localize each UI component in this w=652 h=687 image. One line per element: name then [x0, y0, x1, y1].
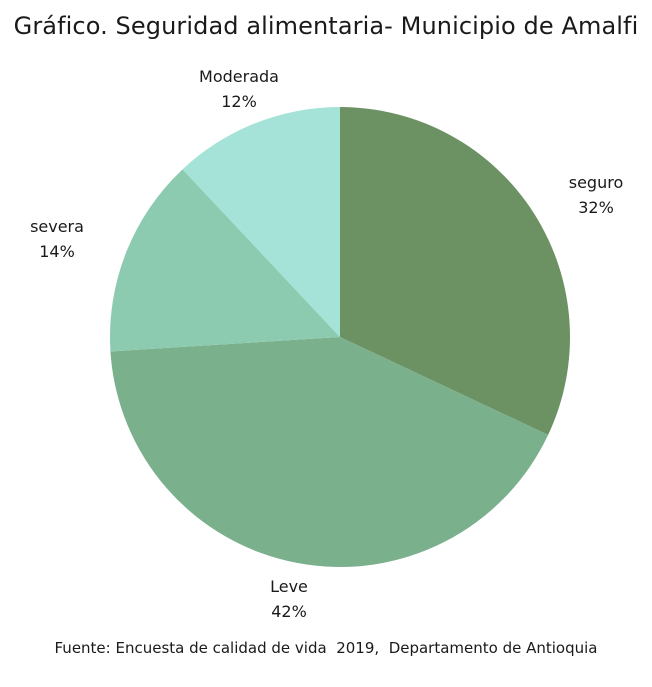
slice-value-seguro: 32%: [578, 198, 614, 217]
pie-slice-severa: [110, 169, 340, 352]
pie-slice-leve: [110, 337, 549, 567]
pie-labels: seguro 32% Leve 42% severa 14% Moderada 12%: [30, 67, 623, 621]
slice-label-moderada: Moderada: [199, 67, 279, 86]
slice-label-severa: severa: [30, 217, 84, 236]
pie-slice-moderada: [182, 107, 340, 337]
source-note: Fuente: Encuesta de calidad de vida 2019…: [54, 639, 598, 657]
slice-label-leve: Leve: [270, 577, 308, 596]
chart-title: Gráfico. Seguridad alimentaria- Municipi…: [13, 12, 639, 40]
slice-value-severa: 14%: [39, 242, 75, 261]
slice-value-leve: 42%: [271, 602, 307, 621]
pie-slices: [110, 107, 570, 567]
slice-value-moderada: 12%: [221, 92, 257, 111]
pie-slice-seguro: [340, 107, 570, 435]
slice-label-seguro: seguro: [569, 173, 624, 192]
